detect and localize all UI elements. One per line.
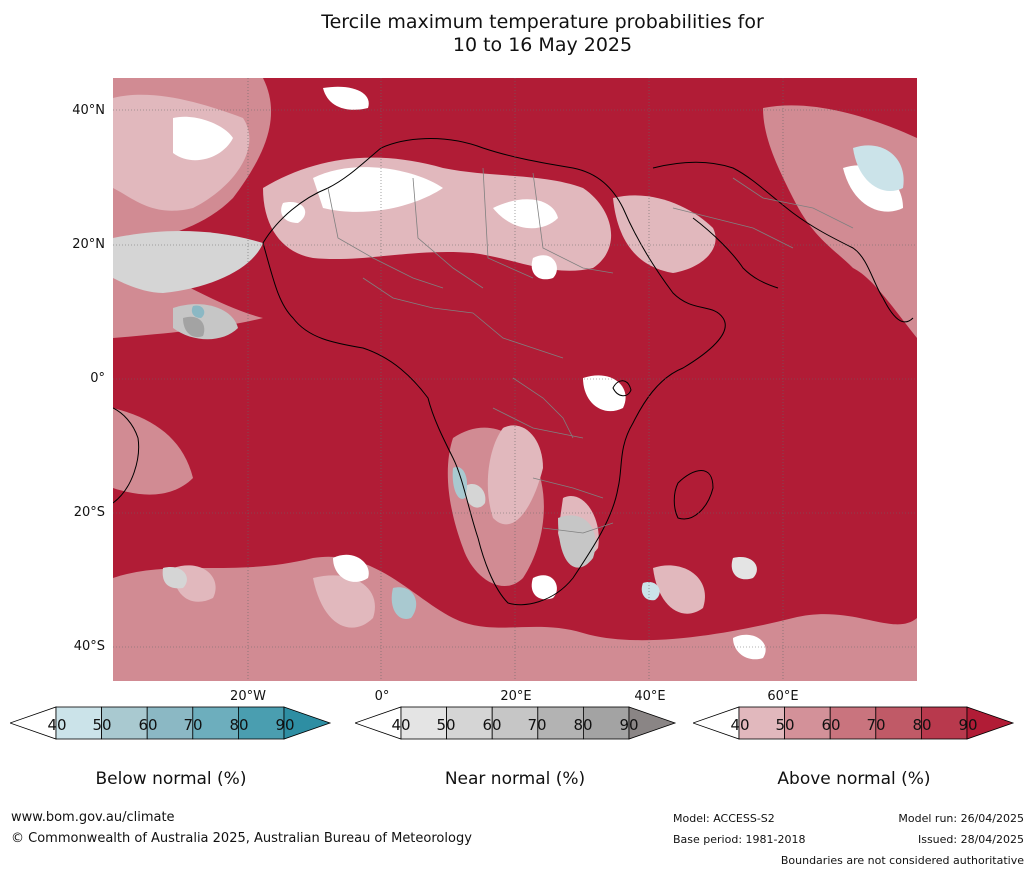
lon-label-60e: 60°E — [767, 689, 799, 704]
colorbar-segment — [400, 706, 447, 740]
below-normal-patches — [191, 145, 904, 619]
colorbar-segment — [738, 706, 785, 740]
lat-label-40n: 40°N — [72, 103, 105, 118]
lon-label-0: 0° — [374, 689, 390, 704]
colorbar-segment — [237, 706, 285, 740]
chart-title-line-1: Tercile maximum temperature probabilitie… — [321, 11, 764, 33]
chart-title-line-2: 10 to 16 May 2025 — [452, 34, 633, 56]
model-run-text: Model run: 26/04/2025 — [898, 812, 1024, 825]
tick-label: 90 — [619, 716, 639, 734]
lon-label-40e: 40°E — [634, 689, 666, 704]
disclaimer-text: Boundaries are not considered authoritat… — [780, 854, 1024, 867]
tick-label: 50 — [436, 716, 456, 734]
colorbar-segment — [55, 706, 102, 740]
probability-map — [113, 78, 917, 681]
website-text: www.bom.gov.au/climate — [11, 810, 175, 825]
colorbar-segment — [446, 706, 493, 740]
lat-label-equator: 0° — [90, 371, 105, 386]
lon-label-20e: 20°E — [500, 689, 532, 704]
colorbar-extend-high — [966, 706, 1015, 740]
colorbar-segment — [101, 706, 148, 740]
lat-label-20n: 20°N — [72, 237, 105, 252]
colorbar-segment — [784, 706, 831, 740]
tick-label: 80 — [912, 716, 932, 734]
lon-label-20w: 20°W — [230, 689, 266, 704]
lat-label-40s: 40°S — [73, 639, 105, 654]
colorbar-segment — [491, 706, 539, 740]
tick-label: 80 — [229, 716, 249, 734]
tick-label: 40 — [47, 716, 67, 734]
colorbar-above-normal — [693, 706, 1015, 740]
base-period-text: Base period: 1981-2018 — [673, 833, 806, 846]
tick-label: 40 — [730, 716, 750, 734]
colorbar-near-normal — [355, 706, 677, 740]
tick-label: 60 — [821, 716, 841, 734]
tick-label: 90 — [275, 716, 295, 734]
tick-label: 50 — [775, 716, 795, 734]
tick-label: 40 — [391, 716, 411, 734]
lat-label-20s: 20°S — [73, 505, 105, 520]
tick-label: 70 — [866, 716, 886, 734]
colorbar-segment — [146, 706, 194, 740]
near-normal-patches — [113, 231, 757, 589]
tick-label: 60 — [138, 716, 158, 734]
tick-label: 70 — [183, 716, 203, 734]
tick-label: 50 — [92, 716, 112, 734]
colorbar-extend-high — [628, 706, 677, 740]
colorbar-title-near: Near normal (%) — [444, 769, 586, 789]
gridlines — [113, 78, 917, 681]
country-borders — [327, 167, 854, 534]
colorbar-segment — [920, 706, 968, 740]
tick-label: 90 — [958, 716, 978, 734]
colorbar-title-below: Below normal (%) — [95, 769, 247, 789]
colorbar-extend-high — [283, 706, 332, 740]
coastlines — [113, 138, 914, 606]
colorbar-title-above: Above normal (%) — [777, 769, 931, 789]
issued-text: Issued: 28/04/2025 — [917, 833, 1024, 846]
tick-label: 60 — [482, 716, 502, 734]
colorbar-below-normal — [10, 706, 332, 740]
tick-label: 70 — [527, 716, 547, 734]
colorbar-segment — [537, 706, 584, 740]
colorbar-segment — [875, 706, 922, 740]
copyright-text: © Commonwealth of Australia 2025, Austra… — [11, 831, 472, 846]
colorbar-segment — [192, 706, 239, 740]
below-40-patches — [173, 86, 903, 660]
model-text: Model: ACCESS-S2 — [673, 812, 775, 825]
tick-label: 80 — [573, 716, 593, 734]
